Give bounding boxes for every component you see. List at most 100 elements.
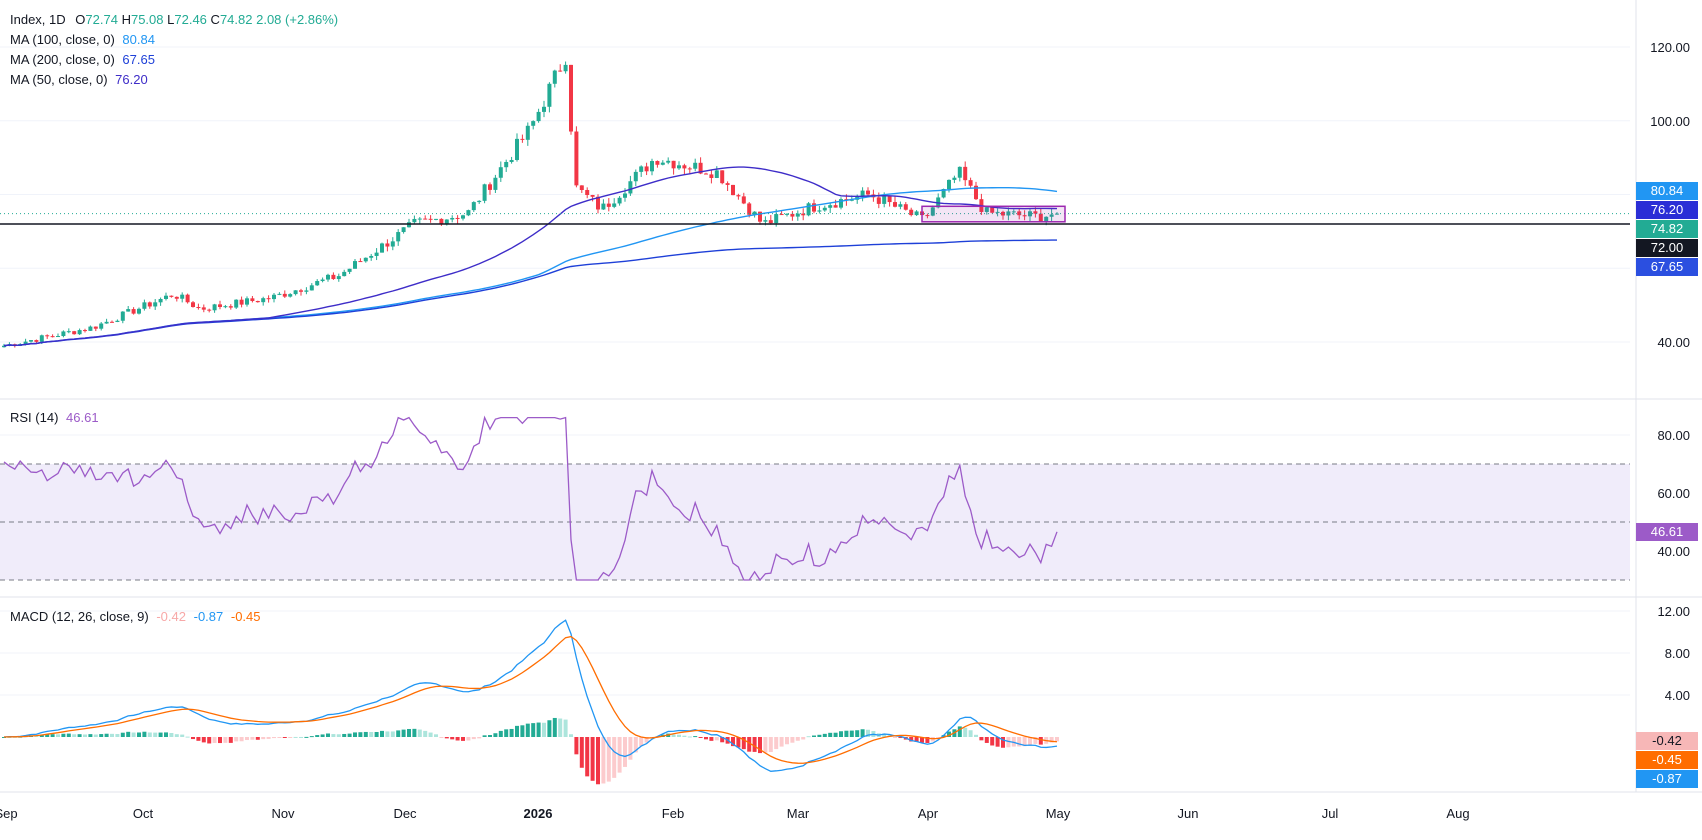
macd-hist-bar xyxy=(984,737,989,743)
candle-body xyxy=(536,111,541,122)
candle-body xyxy=(309,285,314,291)
candle-body xyxy=(45,335,50,337)
candle-body xyxy=(579,185,584,191)
candle-body xyxy=(963,166,968,181)
candle-body xyxy=(180,294,185,299)
candle-body xyxy=(839,199,843,208)
candle-body xyxy=(228,306,233,308)
macd-hist-bar xyxy=(779,737,784,747)
ma50-legend: MA (50, close, 0) 76.20 xyxy=(10,70,338,90)
candle-body xyxy=(860,190,865,197)
macd-hist-bar xyxy=(77,734,82,737)
macd-hist-value: -0.42 xyxy=(156,609,186,624)
macd-hist-bar xyxy=(2,737,6,738)
price-legend: Index, 1D O72.74 H75.08 L72.46 C74.82 2.… xyxy=(10,10,338,90)
macd-hist-bar xyxy=(817,734,822,737)
macd-hist-bar xyxy=(504,729,509,737)
candle-body xyxy=(709,174,714,178)
candle-body xyxy=(288,294,293,297)
price-badge: 74.82 xyxy=(1636,220,1698,239)
macd-hist-bar xyxy=(1049,737,1054,743)
macd-line-value: -0.87 xyxy=(193,609,224,624)
macd-hist-bar xyxy=(731,737,735,747)
candle-body xyxy=(72,331,77,335)
macd-hist-bar xyxy=(1017,737,1022,747)
candle-body xyxy=(558,70,563,72)
macd-hist-bar xyxy=(909,737,914,742)
candle-body xyxy=(552,70,557,84)
candle-body xyxy=(547,83,552,107)
candle-body xyxy=(736,195,741,197)
macd-hist-bar xyxy=(741,737,746,750)
ma100-line xyxy=(3,186,1058,347)
candle-body xyxy=(234,299,239,308)
macd-hist-bar xyxy=(677,734,681,737)
macd-hist-bar xyxy=(736,737,741,748)
candle-body xyxy=(326,274,330,280)
candle-body xyxy=(1001,211,1005,216)
macd-hist-bar xyxy=(714,737,719,741)
macd-hist-bar xyxy=(790,737,795,743)
macd-hist-bar xyxy=(536,722,541,737)
macd-hist-bar xyxy=(1028,737,1032,745)
macd-hist-bar xyxy=(385,731,390,737)
candle-body xyxy=(23,341,28,345)
macd-hist-bar xyxy=(547,720,552,737)
candle-body xyxy=(520,138,525,140)
macd-hist-bar xyxy=(671,734,676,737)
macd-hist-bar xyxy=(833,732,838,737)
macd-hist-bar xyxy=(342,733,347,737)
candle-body xyxy=(255,300,260,303)
macd-hist-bar xyxy=(363,731,368,737)
macd-hist-bar xyxy=(471,737,476,740)
candle-body xyxy=(320,279,325,282)
candle-body xyxy=(401,227,406,233)
macd-hist-bar xyxy=(423,730,428,737)
macd-hist-bar xyxy=(752,737,757,752)
candle-body xyxy=(812,203,816,212)
candle-body xyxy=(50,336,55,338)
candle-body xyxy=(498,167,503,178)
candle-body xyxy=(120,311,125,321)
candle-body xyxy=(142,302,147,309)
macd-hist-bar xyxy=(957,726,962,737)
macd-hist-bar xyxy=(936,737,941,739)
candle-body xyxy=(822,207,827,211)
macd-badge: -0.45 xyxy=(1636,751,1698,770)
candle-body xyxy=(542,106,546,112)
candle-body xyxy=(525,125,530,140)
candle-body xyxy=(990,207,995,213)
candle-body xyxy=(925,215,930,217)
candle-body xyxy=(682,165,687,169)
candle-body xyxy=(218,304,222,307)
candle-body xyxy=(488,184,492,190)
candle-body xyxy=(245,298,249,305)
candle-body xyxy=(304,290,309,292)
candle-body xyxy=(698,162,703,174)
macd-hist-bar xyxy=(164,732,168,737)
macd-hist-bar xyxy=(968,730,973,737)
candle-body xyxy=(131,309,136,314)
macd-hist-bar xyxy=(288,737,293,738)
candle-body xyxy=(763,220,768,222)
macd-hist-bar xyxy=(525,723,530,737)
candle-body xyxy=(137,308,141,314)
candle-body xyxy=(866,190,870,195)
macd-hist-bar xyxy=(277,737,282,738)
macd-hist-bar xyxy=(180,734,185,737)
macd-hist-bar xyxy=(822,733,827,737)
candle-body xyxy=(385,243,390,247)
rsi-badge: 46.61 xyxy=(1636,522,1698,541)
ma200-label: MA (200, close, 0) xyxy=(10,52,115,67)
candle-body xyxy=(315,281,320,286)
candle-body xyxy=(99,323,104,329)
candle-body xyxy=(952,177,957,180)
price-badge: 72.00 xyxy=(1636,239,1698,258)
candle-body xyxy=(1011,211,1016,213)
candle-body xyxy=(1033,211,1038,214)
macd-hist-bar xyxy=(126,731,131,737)
macd-hist-bar xyxy=(374,731,379,737)
candle-body xyxy=(2,345,6,348)
